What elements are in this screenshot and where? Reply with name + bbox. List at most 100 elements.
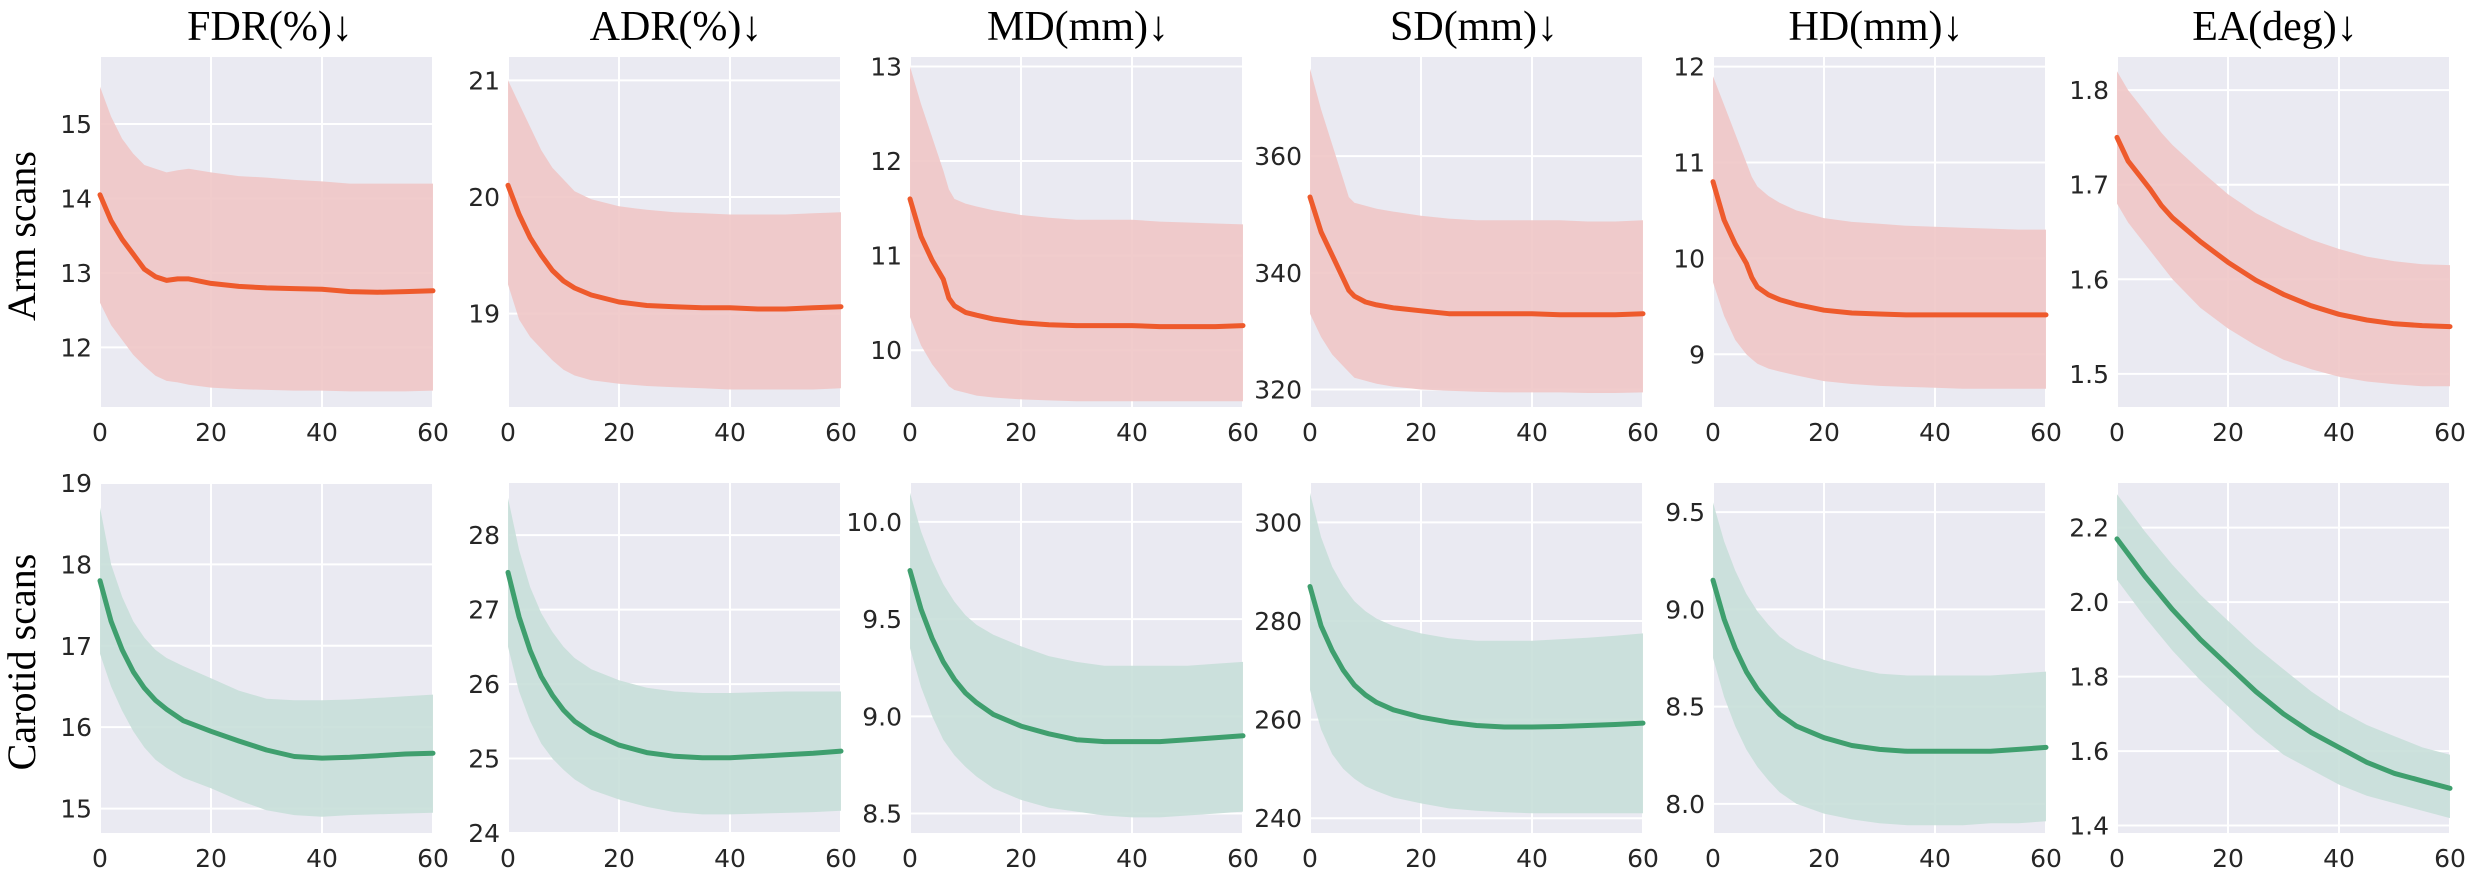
mean-line bbox=[1307, 194, 1646, 318]
x-tick-label: 20 bbox=[2212, 418, 2244, 447]
y-tick-label: 12 bbox=[60, 333, 92, 362]
row-label-arm: Arm scans bbox=[0, 151, 44, 321]
y-tick-label: 8.0 bbox=[1665, 790, 1705, 819]
confidence-band bbox=[2117, 494, 2450, 819]
confidence-band bbox=[1310, 68, 1643, 393]
x-tick-label: 60 bbox=[1227, 844, 1259, 873]
confidence-band bbox=[910, 492, 1243, 818]
y-tick-label: 1.5 bbox=[2069, 360, 2109, 389]
x-tick-label: 20 bbox=[1808, 418, 1840, 447]
panel-arm-scans-fdr: 0 20 40 60 12 13 14 15 bbox=[60, 57, 449, 447]
panel-carotid-scans-hd-mm: 0 20 40 60 8.0 8.5 9.0 9.5 bbox=[1665, 483, 2062, 873]
y-tick-label: 10 bbox=[1673, 244, 1705, 273]
y-tick-label: 8.5 bbox=[1665, 693, 1705, 722]
x-tick-label: 20 bbox=[603, 418, 635, 447]
y-tick-label: 11 bbox=[1673, 148, 1705, 177]
x-tick-label: 40 bbox=[306, 844, 338, 873]
confidence-band bbox=[1713, 502, 2046, 826]
y-tick-label: 20 bbox=[468, 183, 500, 212]
y-tick-label: 9 bbox=[1689, 340, 1705, 369]
mean-line bbox=[505, 182, 844, 312]
panel-carotid-scans-adr: 0 20 40 60 24 25 26 27 28 bbox=[468, 483, 857, 873]
x-tick-label: 60 bbox=[417, 418, 449, 447]
panel-arm-scans-hd-mm: 0 20 40 60 9 10 11 12 bbox=[1673, 53, 2062, 447]
y-tick-label: 10 bbox=[870, 336, 902, 365]
x-tick-label: 0 bbox=[902, 844, 918, 873]
x-tick-label: 0 bbox=[1302, 844, 1318, 873]
mean-line bbox=[1710, 577, 2049, 754]
x-tick-label: 0 bbox=[2109, 418, 2125, 447]
y-tick-label: 24 bbox=[468, 819, 500, 848]
y-tick-label: 13 bbox=[870, 52, 902, 81]
y-tick-label: 1.6 bbox=[2069, 737, 2109, 766]
mean-line bbox=[97, 578, 436, 761]
x-tick-label: 60 bbox=[2030, 844, 2062, 873]
y-tick-label: 17 bbox=[60, 632, 92, 661]
panel-carotid-scans-fdr: 0 20 40 60 15 16 17 18 19 bbox=[60, 469, 449, 873]
x-tick-label: 40 bbox=[714, 418, 746, 447]
y-tick-label: 8.5 bbox=[862, 800, 902, 829]
x-tick-label: 40 bbox=[714, 844, 746, 873]
y-tick-label: 280 bbox=[1254, 607, 1302, 636]
mean-line bbox=[97, 192, 436, 295]
y-tick-label: 12 bbox=[1673, 53, 1705, 82]
x-tick-label: 60 bbox=[1627, 844, 1659, 873]
y-tick-label: 21 bbox=[468, 66, 500, 95]
y-tick-label: 1.7 bbox=[2069, 171, 2109, 200]
x-tick-label: 40 bbox=[1116, 844, 1148, 873]
mean-line bbox=[1307, 584, 1646, 730]
y-tick-label: 2.2 bbox=[2069, 514, 2109, 543]
y-tick-label: 9.0 bbox=[1665, 595, 1705, 624]
confidence-band bbox=[1713, 76, 2046, 389]
y-tick-label: 360 bbox=[1254, 142, 1302, 171]
x-tick-label: 20 bbox=[195, 844, 227, 873]
confidence-band bbox=[1310, 492, 1643, 814]
panel-arm-scans-adr: 0 20 40 60 19 20 21 bbox=[468, 57, 857, 447]
x-tick-label: 0 bbox=[500, 844, 516, 873]
y-tick-label: 9.0 bbox=[862, 702, 902, 731]
y-tick-label: 9.5 bbox=[1665, 498, 1705, 527]
x-tick-label: 0 bbox=[2109, 844, 2125, 873]
mean-line bbox=[505, 569, 844, 761]
y-tick-label: 1.8 bbox=[2069, 76, 2109, 105]
x-tick-label: 20 bbox=[2212, 844, 2244, 873]
x-tick-label: 20 bbox=[1005, 418, 1037, 447]
y-tick-label: 1.8 bbox=[2069, 663, 2109, 692]
y-tick-label: 13 bbox=[60, 259, 92, 288]
y-tick-label: 1.6 bbox=[2069, 265, 2109, 294]
mean-line bbox=[907, 196, 1246, 330]
column-title-hd: HD(mm)↓ bbox=[1789, 4, 1964, 50]
x-tick-label: 20 bbox=[1405, 844, 1437, 873]
x-tick-label: 0 bbox=[1302, 418, 1318, 447]
y-tick-label: 26 bbox=[468, 670, 500, 699]
y-tick-label: 240 bbox=[1254, 804, 1302, 833]
y-tick-label: 1.4 bbox=[2069, 812, 2109, 841]
x-tick-label: 20 bbox=[1405, 418, 1437, 447]
x-tick-label: 60 bbox=[825, 418, 857, 447]
column-title-md: MD(mm)↓ bbox=[987, 4, 1169, 50]
y-tick-label: 320 bbox=[1254, 376, 1302, 405]
x-tick-label: 0 bbox=[92, 844, 108, 873]
x-tick-label: 40 bbox=[1116, 418, 1148, 447]
column-title-fdr: FDR(%)↓ bbox=[187, 4, 353, 50]
panel-carotid-scans-ea-deg: 0 20 40 60 1.4 1.6 1.8 2.0 2.2 bbox=[2069, 483, 2466, 873]
y-tick-label: 11 bbox=[870, 242, 902, 271]
column-title-ea: EA(deg)↓ bbox=[2192, 4, 2358, 50]
x-tick-label: 60 bbox=[2434, 844, 2466, 873]
y-tick-label: 16 bbox=[60, 713, 92, 742]
y-tick-label: 10.0 bbox=[846, 508, 902, 537]
y-tick-label: 27 bbox=[468, 596, 500, 625]
row-label-carotid: Carotid scans bbox=[0, 554, 44, 771]
y-tick-label: 300 bbox=[1254, 508, 1302, 537]
confidence-band bbox=[508, 80, 841, 390]
confidence-band bbox=[508, 497, 841, 815]
panel-arm-scans-md-mm: 0 20 40 60 10 11 12 13 bbox=[870, 52, 1259, 447]
column-titles: FDR(%)↓ ADR(%)↓ MD(mm)↓ SD(mm)↓ HD(mm)↓ … bbox=[187, 4, 2358, 50]
column-title-sd: SD(mm)↓ bbox=[1390, 4, 1558, 50]
panel-arm-scans-sd-mm: 0 20 40 60 320 340 360 bbox=[1254, 57, 1659, 447]
x-tick-label: 40 bbox=[2323, 418, 2355, 447]
y-tick-label: 15 bbox=[60, 110, 92, 139]
y-tick-label: 19 bbox=[60, 469, 92, 498]
